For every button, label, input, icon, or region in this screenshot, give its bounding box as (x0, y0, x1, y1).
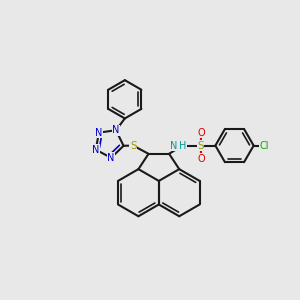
Text: N: N (107, 153, 115, 163)
Text: O: O (197, 128, 205, 138)
Text: S: S (130, 141, 136, 151)
Text: Cl: Cl (259, 141, 269, 151)
Text: O: O (197, 154, 205, 164)
Text: N: N (95, 128, 103, 138)
Text: H: H (179, 141, 186, 151)
Text: N: N (112, 125, 120, 135)
Text: S: S (197, 141, 204, 151)
Text: N: N (170, 141, 178, 151)
Text: N: N (92, 145, 100, 155)
